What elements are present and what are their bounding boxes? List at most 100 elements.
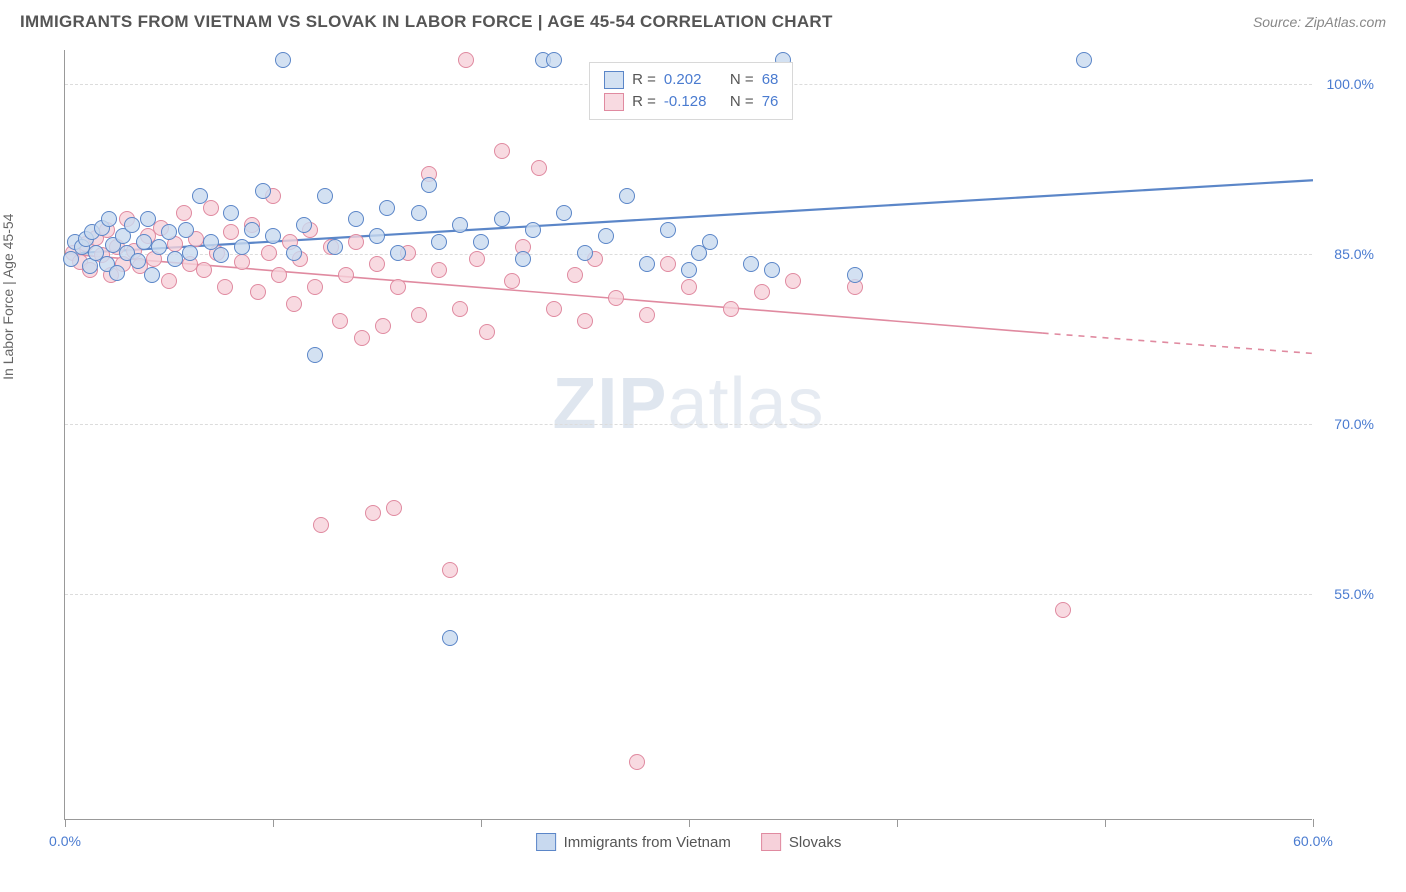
data-point: [504, 273, 520, 289]
legend-label: Immigrants from Vietnam: [564, 834, 731, 851]
data-point: [847, 267, 863, 283]
data-point: [275, 52, 291, 68]
data-point: [754, 284, 770, 300]
x-tick: [273, 819, 274, 827]
data-point: [442, 630, 458, 646]
data-point: [681, 262, 697, 278]
data-point: [469, 251, 485, 267]
data-point: [124, 217, 140, 233]
y-tick-label: 100.0%: [1327, 76, 1374, 92]
r-label: R =: [632, 71, 656, 88]
y-axis-label: In Labor Force | Age 45-54: [0, 214, 16, 380]
data-point: [348, 234, 364, 250]
x-tick: [1313, 819, 1314, 827]
gridline: [65, 424, 1312, 425]
x-tick: [1105, 819, 1106, 827]
x-tick-label: 0.0%: [49, 833, 81, 849]
data-point: [109, 265, 125, 281]
data-point: [178, 222, 194, 238]
data-point: [531, 160, 547, 176]
data-point: [327, 239, 343, 255]
legend-swatch: [604, 93, 624, 111]
data-point: [296, 217, 312, 233]
data-point: [244, 222, 260, 238]
gridline: [65, 254, 1312, 255]
data-point: [271, 267, 287, 283]
data-point: [546, 52, 562, 68]
data-point: [338, 267, 354, 283]
data-point: [452, 301, 468, 317]
data-point: [431, 234, 447, 250]
y-tick-label: 85.0%: [1334, 246, 1374, 262]
data-point: [386, 500, 402, 516]
data-point: [681, 279, 697, 295]
legend-swatch: [536, 833, 556, 851]
data-point: [217, 279, 233, 295]
data-point: [375, 318, 391, 334]
data-point: [140, 211, 156, 227]
data-point: [261, 245, 277, 261]
legend-item: Immigrants from Vietnam: [536, 833, 731, 851]
data-point: [764, 262, 780, 278]
data-point: [365, 505, 381, 521]
data-point: [234, 239, 250, 255]
correlation-legend: R =0.202N =68R =-0.128N =76: [589, 62, 793, 120]
x-tick: [65, 819, 66, 827]
data-point: [317, 188, 333, 204]
data-point: [494, 143, 510, 159]
r-value: 0.202: [664, 71, 722, 88]
data-point: [608, 290, 624, 306]
data-point: [743, 256, 759, 272]
data-point: [411, 205, 427, 221]
data-point: [479, 324, 495, 340]
data-point: [348, 211, 364, 227]
data-point: [307, 279, 323, 295]
data-point: [577, 313, 593, 329]
data-point: [723, 301, 739, 317]
series-legend: Immigrants from VietnamSlovaks: [536, 833, 842, 851]
data-point: [785, 273, 801, 289]
data-point: [313, 517, 329, 533]
x-tick: [481, 819, 482, 827]
r-label: R =: [632, 93, 656, 110]
data-point: [369, 256, 385, 272]
data-point: [354, 330, 370, 346]
legend-row: R = 0.202 N = 68: [604, 69, 778, 91]
n-value: 68: [762, 71, 779, 88]
data-point: [182, 245, 198, 261]
data-point: [1055, 602, 1071, 618]
data-point: [598, 228, 614, 244]
data-point: [452, 217, 468, 233]
data-point: [101, 211, 117, 227]
data-point: [639, 256, 655, 272]
data-point: [1076, 52, 1092, 68]
data-point: [234, 254, 250, 270]
chart-container: In Labor Force | Age 45-54 ZIPatlas 55.0…: [18, 40, 1388, 870]
trend-lines: [65, 50, 1313, 820]
data-point: [151, 239, 167, 255]
data-point: [660, 222, 676, 238]
data-point: [307, 347, 323, 363]
data-point: [411, 307, 427, 323]
data-point: [379, 200, 395, 216]
data-point: [660, 256, 676, 272]
x-tick: [897, 819, 898, 827]
data-point: [332, 313, 348, 329]
data-point: [567, 267, 583, 283]
watermark: ZIPatlas: [552, 363, 824, 445]
data-point: [192, 188, 208, 204]
y-tick-label: 55.0%: [1334, 586, 1374, 602]
x-tick: [689, 819, 690, 827]
r-value: -0.128: [664, 93, 722, 110]
n-label: N =: [730, 71, 754, 88]
data-point: [161, 224, 177, 240]
data-point: [629, 754, 645, 770]
legend-swatch: [604, 71, 624, 89]
watermark-bold: ZIP: [552, 364, 667, 444]
data-point: [369, 228, 385, 244]
data-point: [431, 262, 447, 278]
n-value: 76: [762, 93, 779, 110]
watermark-light: atlas: [667, 364, 824, 444]
data-point: [556, 205, 572, 221]
x-tick-label: 60.0%: [1293, 833, 1333, 849]
